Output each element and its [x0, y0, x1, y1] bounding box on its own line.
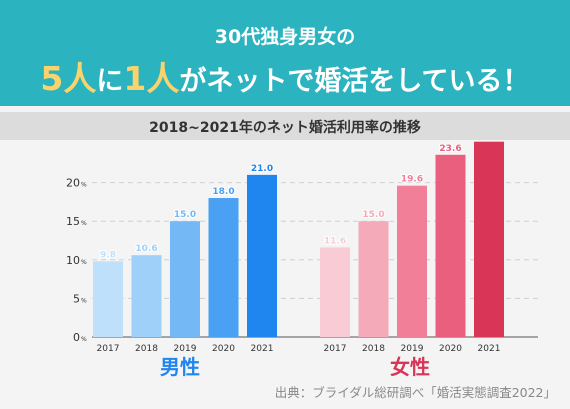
bar-value-label: 15.0: [174, 210, 196, 220]
y-tick-unit: %: [81, 182, 87, 189]
header-line1: 30代独身男女の: [214, 26, 356, 48]
bar: [474, 141, 504, 337]
bar-value-label: 15.0: [362, 210, 384, 220]
y-tick-label: 5: [73, 292, 80, 305]
bar-value-label: 18.0: [212, 187, 234, 197]
x-tick-label: 2019: [401, 344, 424, 354]
bar-value-label: 11.6: [324, 236, 346, 246]
chart-title: 2018~2021年のネット婚活利用率の推移: [149, 120, 421, 136]
y-tick-label: 0: [73, 331, 80, 344]
header-banner: 30代独身男女の 5人に1人がネットで婚活をしている！: [0, 0, 570, 106]
x-tick-label: 2020: [212, 344, 235, 354]
source-note: 出典：ブライダル総研調べ「婚活実態調査2022」: [274, 385, 556, 400]
group-label-men: 男性: [160, 355, 200, 379]
x-tick-label: 2018: [362, 344, 385, 354]
bar-value-label: 25.3: [478, 140, 500, 141]
y-tick-unit: %: [81, 336, 87, 343]
header-line2: 5人に1人がネットで婚活をしている！: [0, 52, 570, 100]
header-highlight-2: 1人: [123, 59, 180, 98]
y-tick-unit: %: [81, 297, 87, 304]
bar: [320, 247, 350, 337]
x-tick-label: 2017: [97, 344, 120, 354]
x-tick-label: 2018: [135, 344, 158, 354]
y-tick-unit: %: [81, 220, 87, 227]
x-tick-label: 2021: [251, 344, 274, 354]
header-text-2: がネットで婚活をしている！: [179, 66, 530, 97]
bar-value-label: 21.0: [251, 164, 273, 174]
y-tick-label: 15: [66, 215, 80, 228]
bar: [93, 261, 123, 337]
header-text-1: に: [96, 66, 124, 97]
bar: [247, 174, 277, 337]
bar: [170, 221, 200, 337]
chart-title-bar: 2018~2021年のネット婚活利用率の推移: [0, 112, 570, 140]
bar: [208, 198, 239, 337]
bar: [358, 221, 389, 337]
bar: [397, 185, 427, 337]
bar: [435, 154, 466, 337]
bar-value-label: 10.6: [135, 244, 157, 254]
bar-value-label: 23.6: [439, 144, 461, 154]
y-tick-unit: %: [81, 259, 87, 266]
x-tick-label: 2020: [439, 344, 462, 354]
group-label-women: 女性: [390, 355, 430, 379]
bar-chart: 0 %5 %10 %15 %20 %9.8201710.6201815.0201918.0…: [66, 140, 538, 354]
bar-value-label: 9.8: [100, 250, 116, 260]
bar-value-label: 19.6: [401, 175, 423, 185]
bar: [131, 255, 162, 337]
x-tick-label: 2021: [478, 344, 501, 354]
header-highlight-1: 5人: [40, 59, 97, 98]
x-tick-label: 2017: [324, 344, 347, 354]
y-tick-label: 20: [66, 177, 80, 190]
y-tick-label: 10: [66, 254, 80, 267]
x-tick-label: 2019: [174, 344, 197, 354]
